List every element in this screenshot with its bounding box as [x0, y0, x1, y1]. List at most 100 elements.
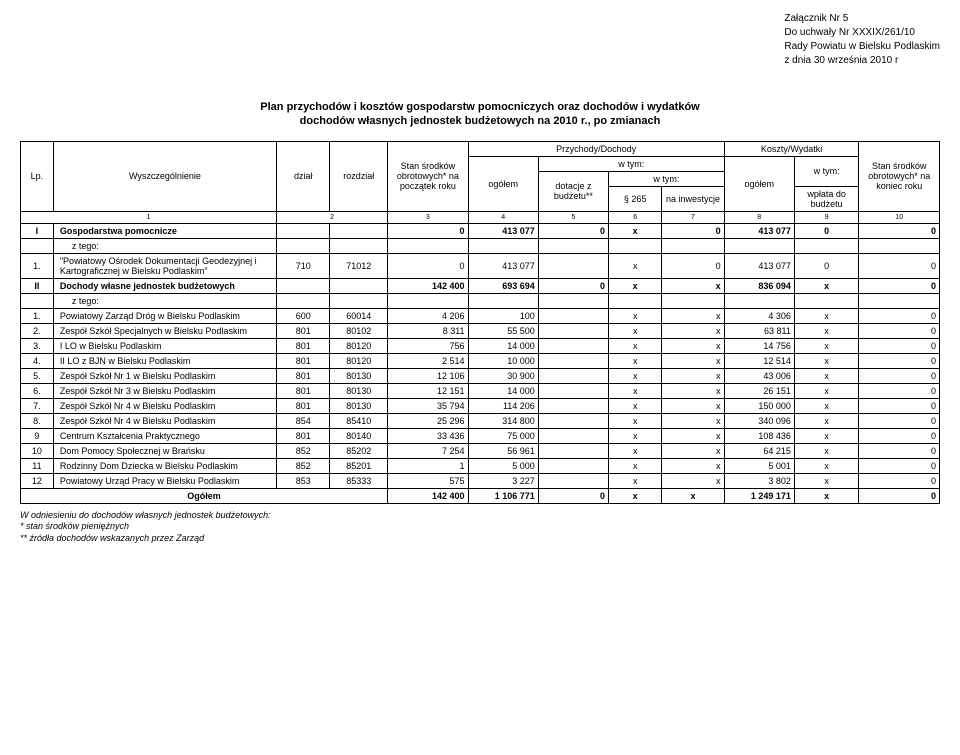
footnote-intro: W odniesieniu do dochodów własnych jedno… [20, 510, 940, 522]
th-wplata: wpłata do budżetu [794, 186, 859, 211]
table-cell: x [662, 443, 724, 458]
table-cell: 12 151 [388, 383, 468, 398]
table-cell [468, 238, 538, 253]
table-cell: 0 [859, 308, 940, 323]
colnum-6: 6 [609, 211, 662, 223]
table-cell: 4 306 [724, 308, 794, 323]
table-cell [538, 338, 608, 353]
table-cell: 314 800 [468, 413, 538, 428]
table-cell [388, 238, 468, 253]
table-cell: 12 [21, 473, 54, 488]
colnum-10: 10 [859, 211, 940, 223]
table-cell: x [662, 368, 724, 383]
th-stan-kon: Stan środków obrotowych* na koniec roku [859, 141, 940, 211]
table-cell [468, 293, 538, 308]
table-cell [277, 293, 330, 308]
table-cell: 0 [859, 473, 940, 488]
table-row-ztego: z tego: [21, 293, 940, 308]
table-row: IIDochody własne jednostek budżetowych14… [21, 278, 940, 293]
table-cell: "Powiatowy Ośrodek Dokumentacji Geodezyj… [53, 253, 276, 278]
table-cell: 26 151 [724, 383, 794, 398]
table-cell: z tego: [53, 293, 276, 308]
table-cell: 413 077 [724, 223, 794, 238]
colnum-2: 2 [277, 211, 388, 223]
table-cell [277, 238, 330, 253]
table-cell: 0 [859, 443, 940, 458]
header-council: Rady Powiatu w Bielsku Podlaskim [784, 40, 940, 54]
table-cell: 56 961 [468, 443, 538, 458]
table-cell: x [662, 383, 724, 398]
table-cell: 0 [794, 253, 859, 278]
table-cell: x [794, 323, 859, 338]
table-cell: 0 [859, 428, 940, 443]
table-cell [330, 223, 388, 238]
table-cell: 10 000 [468, 353, 538, 368]
table-cell: 3 227 [468, 473, 538, 488]
table-cell: 1 249 171 [724, 488, 794, 503]
table-cell: 0 [662, 223, 724, 238]
table-cell: 0 [859, 488, 940, 503]
table-row: 5.Zespół Szkół Nr 1 w Bielsku Podlaskim8… [21, 368, 940, 383]
table-cell: 7. [21, 398, 54, 413]
table-cell [794, 238, 859, 253]
header-resolution: Do uchwały Nr XXXIX/261/10 [784, 26, 940, 40]
table-row: 11Rodzinny Dom Dziecka w Bielsku Podlask… [21, 458, 940, 473]
table-cell: 85202 [330, 443, 388, 458]
table-row-ztego: z tego: [21, 238, 940, 253]
table-cell: 142 400 [388, 488, 468, 503]
table-cell: 80120 [330, 353, 388, 368]
table-cell: x [794, 383, 859, 398]
table-cell: 85410 [330, 413, 388, 428]
table-cell: 413 077 [724, 253, 794, 278]
table-row: 4.II LO z BJN w Bielsku Podlaskim8018012… [21, 353, 940, 368]
header-date: z dnia 30 września 2010 r [784, 54, 940, 68]
table-cell: x [609, 443, 662, 458]
table-cell: x [609, 458, 662, 473]
table-cell: x [662, 278, 724, 293]
table-cell: 85333 [330, 473, 388, 488]
table-cell: 5. [21, 368, 54, 383]
table-row: 6.Zespół Szkół Nr 3 w Bielsku Podlaskim8… [21, 383, 940, 398]
table-cell: x [609, 353, 662, 368]
table-row-total: Ogółem142 4001 106 7710xx1 249 171x0 [21, 488, 940, 503]
table-cell: 801 [277, 428, 330, 443]
table-cell: II [21, 278, 54, 293]
table-cell: x [662, 488, 724, 503]
th-przychody: Przychody/Dochody [468, 141, 724, 156]
colnum-4: 4 [468, 211, 538, 223]
table-cell: Zespół Szkół Nr 1 w Bielsku Podlaskim [53, 368, 276, 383]
table-cell: x [662, 353, 724, 368]
table-cell [609, 238, 662, 253]
footnote-1: * stan środków pieniężnych [20, 521, 940, 533]
table-cell: 801 [277, 368, 330, 383]
table-cell: 63 811 [724, 323, 794, 338]
table-cell: Centrum Kształcenia Praktycznego [53, 428, 276, 443]
table-cell: 0 [859, 253, 940, 278]
table-cell: II LO z BJN w Bielsku Podlaskim [53, 353, 276, 368]
title-line1: Plan przychodów i kosztów gospodarstw po… [20, 100, 940, 114]
th-dzial: dział [277, 141, 330, 211]
table-cell [859, 238, 940, 253]
table-cell: x [609, 398, 662, 413]
table-cell [794, 293, 859, 308]
page-title: Plan przychodów i kosztów gospodarstw po… [20, 72, 940, 129]
th-ogolem1: ogółem [468, 156, 538, 211]
table-cell: 801 [277, 383, 330, 398]
table-cell: 150 000 [724, 398, 794, 413]
table-cell: 801 [277, 338, 330, 353]
th-wtym3: w tym: [609, 171, 725, 186]
header-attach: Załącznik Nr 5 [784, 12, 940, 26]
table-cell: Ogółem [21, 488, 388, 503]
table-cell: 693 694 [468, 278, 538, 293]
th-dotacje: dotacje z budżetu** [538, 171, 608, 211]
table-cell: 340 096 [724, 413, 794, 428]
table-cell: 64 215 [724, 443, 794, 458]
table-cell: 0 [794, 223, 859, 238]
table-cell [724, 293, 794, 308]
table-cell: x [794, 368, 859, 383]
table-cell: x [794, 398, 859, 413]
table-cell: 0 [388, 223, 468, 238]
table-cell: x [609, 323, 662, 338]
table-cell: 85201 [330, 458, 388, 473]
table-cell: 14 756 [724, 338, 794, 353]
